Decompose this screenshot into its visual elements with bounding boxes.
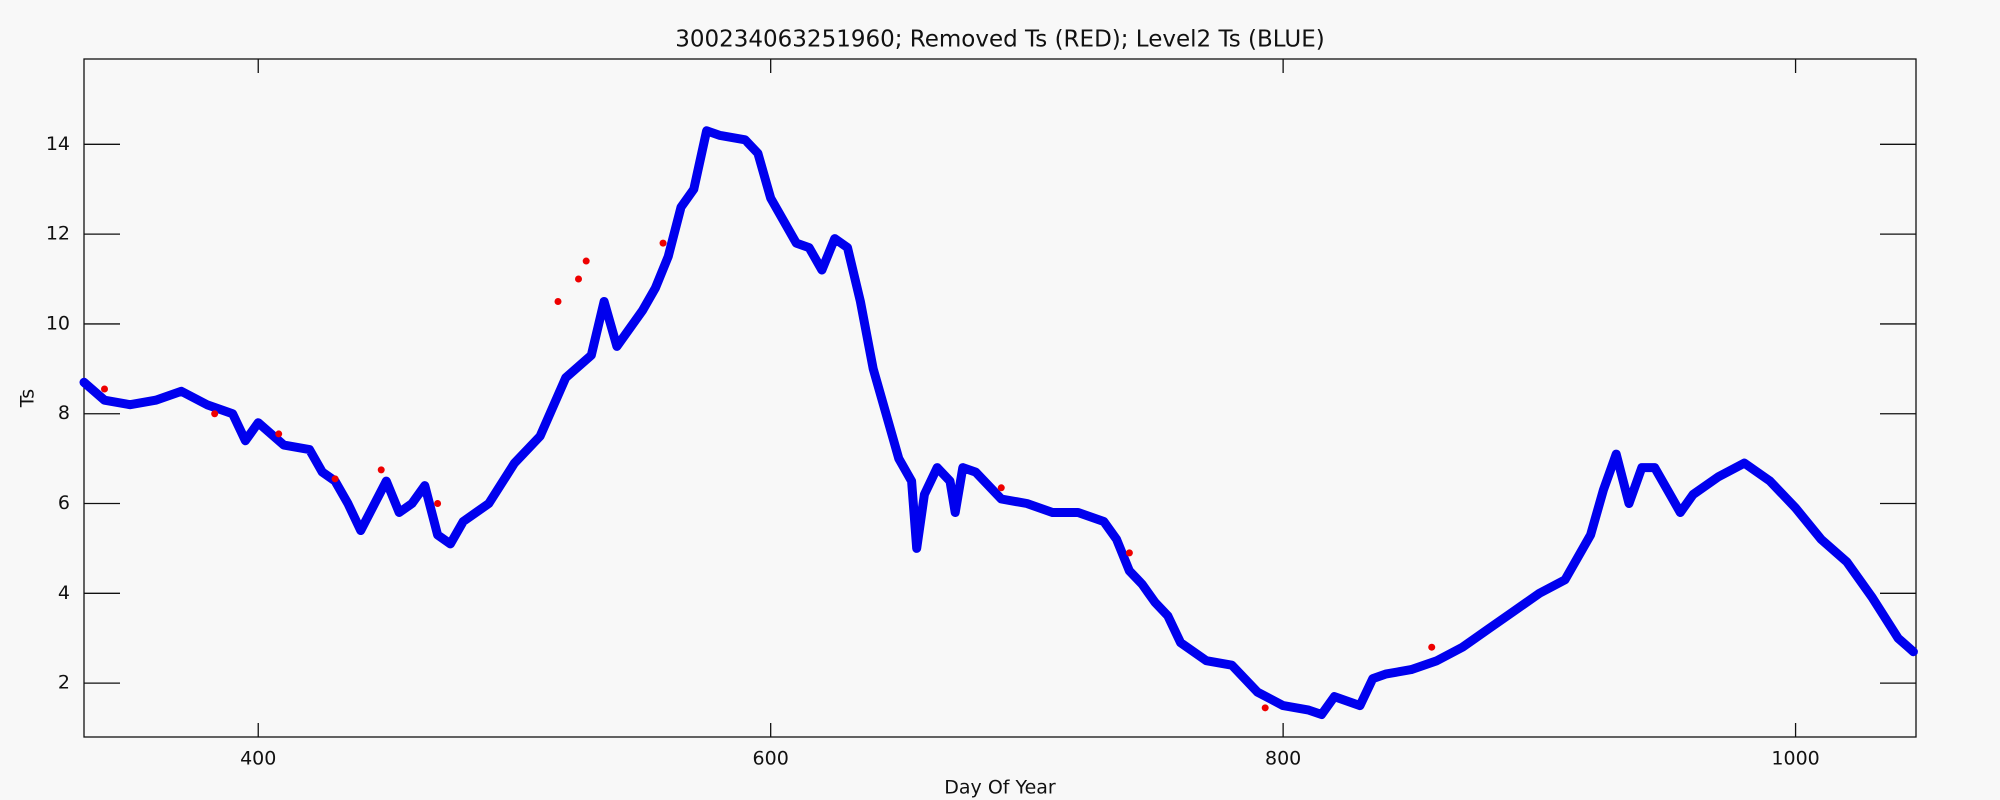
- x-axis-label: Day Of Year: [944, 777, 1056, 799]
- plot-frame: [83, 58, 1917, 738]
- data-line: [79, 126, 1918, 719]
- data-point: [554, 297, 562, 305]
- y-axis-label: Ts: [17, 389, 39, 408]
- data-point: [100, 385, 108, 393]
- y-tick-label: 14: [46, 133, 70, 155]
- data-point: [434, 500, 442, 508]
- data-point: [1125, 549, 1133, 557]
- data-point: [331, 475, 339, 483]
- chart-title: 300234063251960; Removed Ts (RED); Level…: [675, 27, 1325, 53]
- data-point: [997, 484, 1005, 492]
- y-tick-label: 10: [46, 312, 70, 334]
- x-tick-label: 800: [1265, 748, 1301, 770]
- data-point: [1261, 704, 1269, 712]
- x-tick-label: 1000: [1771, 748, 1819, 770]
- data-point: [211, 410, 219, 418]
- y-tick-label: 4: [58, 582, 70, 604]
- data-point: [575, 275, 583, 283]
- data-point: [377, 466, 385, 474]
- data-point: [659, 239, 667, 247]
- x-tick-label: 400: [240, 748, 276, 770]
- y-tick-label: 6: [58, 492, 70, 514]
- data-point: [1428, 643, 1436, 651]
- data-point: [275, 430, 283, 438]
- x-tick-label: 600: [753, 748, 789, 770]
- data-point: [582, 257, 590, 265]
- y-tick-label: 8: [58, 402, 70, 424]
- y-tick-label: 12: [46, 223, 70, 245]
- y-tick-label: 2: [58, 672, 70, 694]
